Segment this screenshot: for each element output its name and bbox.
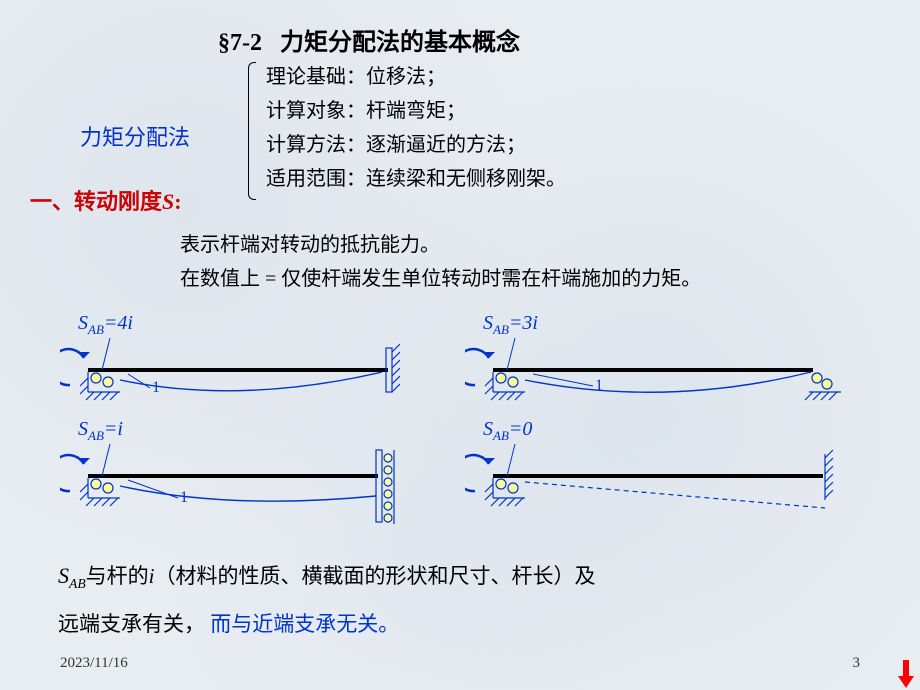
diagram-slider: 1 xyxy=(60,436,400,536)
method-name: 力矩分配法 xyxy=(80,120,190,152)
desc-line-2: 在数值上 = 仅使杆端发生单位转动时需在杆端施加的力矩。 xyxy=(180,262,701,291)
bottom-line-2: 远端支承有关， 而与近端支承无关。 xyxy=(58,604,596,644)
footer-page: 3 xyxy=(853,655,861,672)
bottom-paragraph: SAB与杆的i（材料的性质、横截面的形状和尺寸、杆长）及 远端支承有关， 而与近… xyxy=(58,556,596,644)
one-label: 1 xyxy=(180,489,188,506)
heading-1: 一、转动刚度S: xyxy=(30,184,182,216)
bottom-line-1: SAB与杆的i（材料的性质、横截面的形状和尺寸、杆长）及 xyxy=(58,556,596,604)
list-item: 适用范围：连续梁和无侧移刚架。 xyxy=(266,162,566,196)
diagram-pin: 1 xyxy=(465,330,845,420)
diagram-fixed: 1 xyxy=(60,330,400,420)
one-label: 1 xyxy=(595,377,603,394)
list-item: 计算对象：杆端弯矩； xyxy=(266,94,566,128)
diagram-free xyxy=(465,436,845,536)
footer-date: 2023/11/16 xyxy=(60,655,128,672)
list-item: 理论基础：位移法； xyxy=(266,60,566,94)
section-header: §7-2 力矩分配法的基本概念 xyxy=(218,22,520,57)
one-label: 1 xyxy=(152,379,160,396)
list-item: 计算方法：逐渐逼近的方法； xyxy=(266,128,566,162)
section-title: 力矩分配法的基本概念 xyxy=(280,30,520,56)
basis-list: 理论基础：位移法； 计算对象：杆端弯矩； 计算方法：逐渐逼近的方法； 适用范围：… xyxy=(266,60,566,196)
curly-bracket xyxy=(248,62,256,200)
section-number: §7-2 xyxy=(218,30,262,56)
down-arrow-icon xyxy=(898,660,914,688)
desc-line-1: 表示杆端对转动的抵抗能力。 xyxy=(180,228,440,257)
